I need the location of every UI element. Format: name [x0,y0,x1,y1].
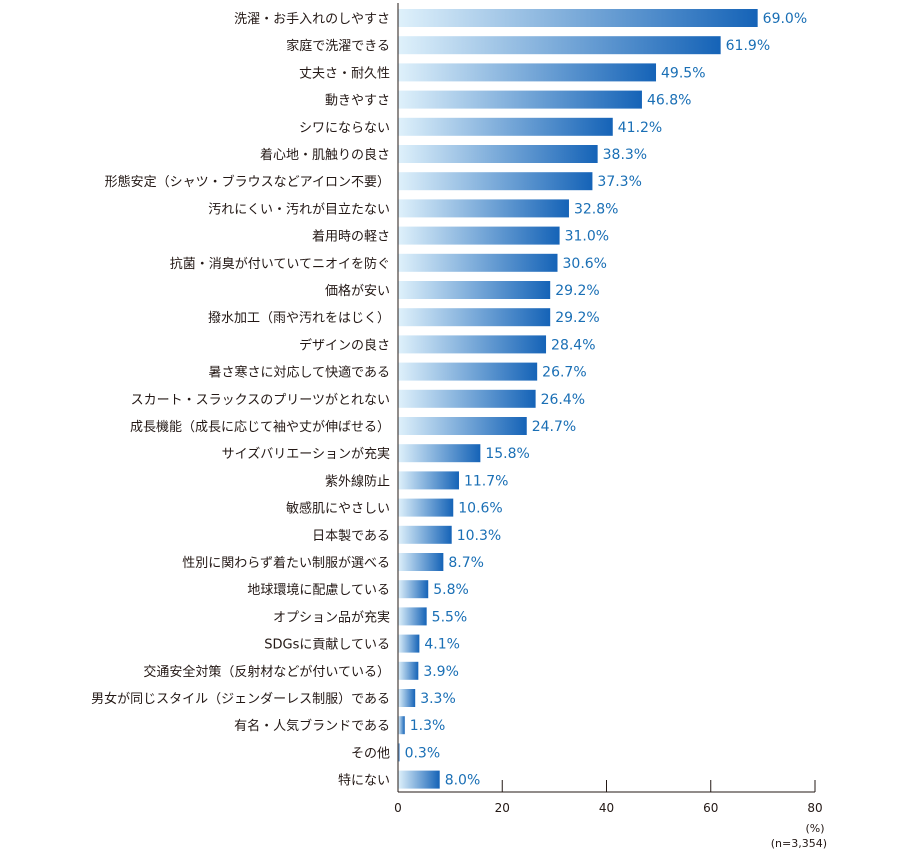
value-label: 8.7% [448,555,484,571]
value-label: 1.3% [410,718,446,734]
value-label: 46.8% [647,93,691,109]
category-label: 成長機能（成長に応じて袖や丈が伸ばせる） [130,420,390,435]
bar [398,335,547,354]
category-label: 交通安全対策（反射材などが付いている） [143,664,390,680]
bar [398,661,419,680]
category-label: 性別に関わらず着たい制服が選べる [182,555,390,571]
value-label: 26.4% [541,392,585,408]
value-label: 10.3% [457,528,501,544]
bar [398,63,657,82]
category-label: 丈夫さ・耐久性 [299,66,390,81]
value-label: 3.3% [420,691,456,707]
value-label: 37.3% [597,174,641,190]
category-label: 地球環境に配慮している [247,583,390,598]
value-labels: 69.0% 61.9% 49.5% 46.8% 41.2% 38.3% 37.3% 32.8%… [405,11,808,789]
category-label: デザインの良さ [299,337,390,353]
x-unit-label: (%) [805,822,824,835]
bar [398,226,560,245]
value-label: 49.5% [661,65,705,81]
bar [398,580,429,599]
category-labels: 洗濯・お手入れのしやすさ家庭で洗濯できる丈夫さ・耐久性動きやすさシワにならない着… [91,12,390,789]
value-label: 30.6% [563,256,607,272]
bar [398,253,558,272]
x-ticks: 0 20 40 60 80 [394,780,823,815]
bar [398,444,481,463]
x-tick-label: 0 [394,801,402,815]
category-label: シワにならない [299,121,390,136]
category-label: 有名・人気ブランドである [234,718,390,734]
x-tick-label: 20 [495,801,510,815]
bar [398,90,642,109]
bar [398,117,613,136]
value-label: 5.8% [433,582,469,598]
category-label: 価格が安い [325,283,390,299]
value-label: 8.0% [445,773,481,789]
value-label: 5.5% [432,609,468,625]
category-label: オプション品が充実 [273,609,390,625]
bar [398,716,405,735]
bar [398,308,551,327]
bar [398,743,400,762]
bar [398,145,598,163]
category-label: 形態安定（シャツ・ブラウスなどアイロン不要） [105,174,390,190]
category-label: スカート・スラックスのプリーツがとれない [131,393,390,408]
bar [398,689,416,707]
value-label: 41.2% [618,120,662,136]
category-label: 特にない [338,774,390,789]
value-label: 4.1% [424,637,460,653]
category-label: その他 [351,746,390,761]
value-label: 61.9% [726,38,770,54]
category-label: 家庭で洗濯できる [286,38,390,54]
bar [398,172,593,191]
value-label: 28.4% [551,337,595,353]
bar [398,498,454,517]
sample-size-note: (n=3,354) [771,837,827,849]
x-tick-label: 80 [807,801,822,815]
value-label: 10.6% [458,501,502,517]
value-label: 32.8% [574,201,618,217]
value-label: 31.0% [565,229,609,245]
category-label: サイズバリエーションが充実 [222,446,390,462]
bar [398,553,444,571]
category-label: 暑さ寒さに対応して快適である [209,365,390,381]
category-label: 洗濯・お手入れのしやすさ [234,12,390,27]
value-label: 15.8% [485,446,529,462]
category-label: 日本製である [312,529,390,544]
value-label: 29.2% [555,283,599,299]
bar [398,417,527,435]
bar [398,362,538,381]
value-label: 3.9% [423,664,459,680]
value-label: 0.3% [405,745,441,761]
category-label: 撥水加工（雨や汚れをはじく） [208,311,390,326]
category-label: 着用時の軽さ [312,229,390,245]
category-label: 紫外線防止 [325,473,390,489]
category-label: 動きやすさ [325,94,390,109]
x-tick-label: 60 [703,801,718,815]
category-label: 着心地・肌触りの良さ [260,147,390,163]
category-label: 男女が同じスタイル（ジェンダーレス制服）である [91,691,390,707]
bar [398,471,459,490]
bar [398,199,569,218]
bar [398,281,551,299]
value-label: 38.3% [603,147,647,163]
value-label: 69.0% [763,11,807,27]
x-tick-label: 40 [599,801,614,815]
category-label: 汚れにくい・汚れが目立たない [208,202,390,217]
bar [398,770,440,789]
category-label: 抗菌・消臭が付いていてニオイを防ぐ [170,256,390,272]
category-label: SDGsに貢献している [264,638,390,653]
bar [398,525,452,544]
bar [398,634,420,653]
value-label: 29.2% [555,310,599,326]
value-label: 26.7% [542,365,586,381]
value-label: 24.7% [532,419,576,435]
value-label: 11.7% [464,473,508,489]
bar [398,607,427,626]
bar [398,9,758,27]
category-label: 敏感肌にやさしい [286,501,390,517]
bar [398,36,721,55]
bar-series [398,9,758,789]
bar [398,389,536,408]
